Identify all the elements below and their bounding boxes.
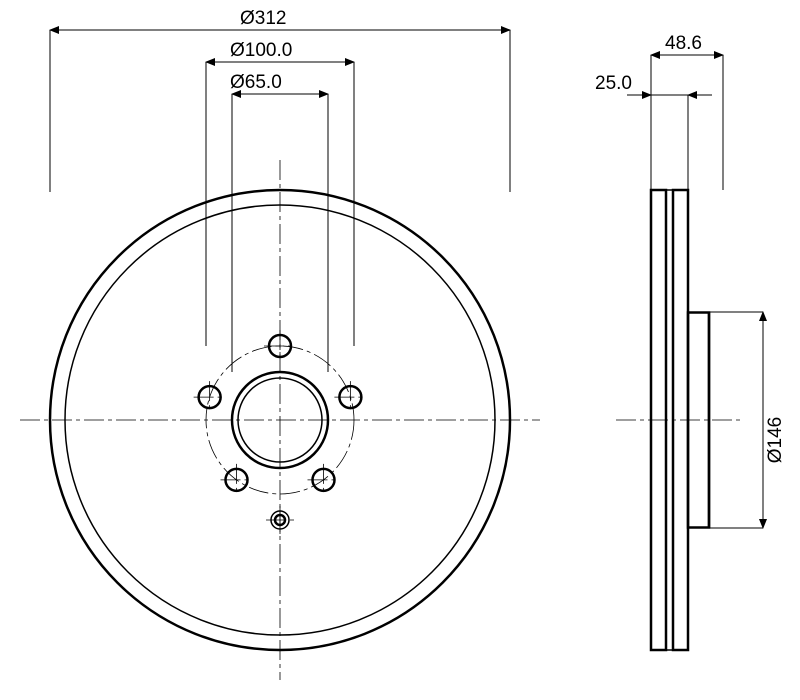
dim-label: 48.6 (665, 33, 702, 54)
dim-label: Ø65.0 (230, 72, 282, 93)
dim-label: Ø146 (765, 417, 786, 463)
drawing-svg: Ø312 Ø100.0 Ø65.0 48.6 25.0 Ø146 (0, 0, 800, 700)
front-view (20, 160, 540, 680)
side-view (616, 190, 744, 650)
dim-label: 25.0 (595, 73, 632, 94)
dimensions: Ø312 Ø100.0 Ø65.0 48.6 25.0 Ø146 (50, 8, 786, 528)
dim-label: Ø312 (240, 8, 286, 29)
dim-label: Ø100.0 (230, 40, 292, 61)
